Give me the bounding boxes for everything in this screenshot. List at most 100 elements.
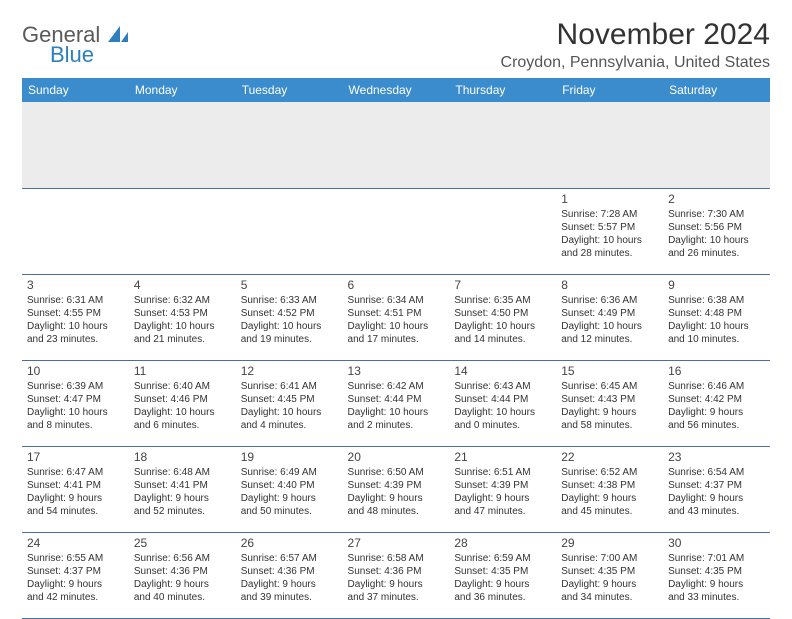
sunset-line: Sunset: 4:41 PM [134,479,231,492]
title-block: November 2024 Croydon, Pennsylvania, Uni… [501,18,770,72]
day-cell [236,188,343,274]
sunrise-line: Sunrise: 6:48 AM [134,466,231,479]
sunset-line: Sunset: 4:44 PM [348,393,445,406]
day-cell: 22Sunrise: 6:52 AMSunset: 4:38 PMDayligh… [556,446,663,532]
day-number: 15 [561,364,658,380]
sunset-line: Sunset: 4:35 PM [668,565,765,578]
day-number: 11 [134,364,231,380]
sunrise-line: Sunrise: 7:30 AM [668,208,765,221]
sunset-line: Sunset: 4:46 PM [134,393,231,406]
sunrise-line: Sunrise: 6:56 AM [134,552,231,565]
sunset-line: Sunset: 4:37 PM [27,565,124,578]
daylight-line-1: Daylight: 9 hours [668,578,765,591]
daylight-line-1: Daylight: 10 hours [348,320,445,333]
sunset-line: Sunset: 4:36 PM [241,565,338,578]
day-number: 25 [134,536,231,552]
sunset-line: Sunset: 5:56 PM [668,221,765,234]
sunset-line: Sunset: 4:45 PM [241,393,338,406]
day-number: 1 [561,192,658,208]
day-number: 13 [348,364,445,380]
sunrise-line: Sunrise: 6:54 AM [668,466,765,479]
daylight-line-1: Daylight: 9 hours [454,578,551,591]
sunset-line: Sunset: 4:47 PM [27,393,124,406]
day-cell: 9Sunrise: 6:38 AMSunset: 4:48 PMDaylight… [663,274,770,360]
sunrise-line: Sunrise: 6:36 AM [561,294,658,307]
day-cell: 4Sunrise: 6:32 AMSunset: 4:53 PMDaylight… [129,274,236,360]
daylight-line-2: and 6 minutes. [134,419,231,432]
day-cell: 13Sunrise: 6:42 AMSunset: 4:44 PMDayligh… [343,360,450,446]
daylight-line-2: and 19 minutes. [241,333,338,346]
day-number: 17 [27,450,124,466]
day-number: 3 [27,278,124,294]
sunrise-line: Sunrise: 6:55 AM [27,552,124,565]
day-cell: 17Sunrise: 6:47 AMSunset: 4:41 PMDayligh… [22,446,129,532]
sunrise-line: Sunrise: 6:46 AM [668,380,765,393]
daylight-line-2: and 39 minutes. [241,591,338,604]
sunset-line: Sunset: 4:36 PM [134,565,231,578]
day-header: Friday [556,78,663,102]
sunset-line: Sunset: 4:42 PM [668,393,765,406]
day-cell [449,188,556,274]
day-cell: 16Sunrise: 6:46 AMSunset: 4:42 PMDayligh… [663,360,770,446]
sunrise-line: Sunrise: 6:49 AM [241,466,338,479]
day-cell: 3Sunrise: 6:31 AMSunset: 4:55 PMDaylight… [22,274,129,360]
sunrise-line: Sunrise: 6:52 AM [561,466,658,479]
daylight-line-1: Daylight: 9 hours [241,492,338,505]
daylight-line-1: Daylight: 10 hours [668,320,765,333]
week-row: 24Sunrise: 6:55 AMSunset: 4:37 PMDayligh… [22,532,770,618]
sunset-line: Sunset: 4:50 PM [454,307,551,320]
sunrise-line: Sunrise: 6:45 AM [561,380,658,393]
daylight-line-1: Daylight: 9 hours [27,492,124,505]
day-cell: 2Sunrise: 7:30 AMSunset: 5:56 PMDaylight… [663,188,770,274]
day-number: 26 [241,536,338,552]
sunrise-line: Sunrise: 6:39 AM [27,380,124,393]
calendar-body: 1Sunrise: 7:28 AMSunset: 5:57 PM Daylight… [22,102,770,618]
sunset-line: Sunset: 4:39 PM [348,479,445,492]
day-cell: 30Sunrise: 7:01 AMSunset: 4:35 PMDayligh… [663,532,770,618]
sunrise-line: Sunrise: 6:50 AM [348,466,445,479]
sunrise-line: Sunrise: 7:28 AM [561,208,658,221]
day-number: 6 [348,278,445,294]
location: Croydon, Pennsylvania, United States [501,54,770,72]
week-row: 17Sunrise: 6:47 AMSunset: 4:41 PMDayligh… [22,446,770,532]
day-cell: 27Sunrise: 6:58 AMSunset: 4:36 PMDayligh… [343,532,450,618]
calendar-table: SundayMondayTuesdayWednesdayThursdayFrid… [22,78,770,619]
daylight-line-2: and 58 minutes. [561,419,658,432]
daylight-line-2: and 33 minutes. [668,591,765,604]
sunrise-line: Sunrise: 6:51 AM [454,466,551,479]
daylight-line-1: Daylight: 10 hours [134,320,231,333]
day-cell [129,188,236,274]
day-number: 14 [454,364,551,380]
sunset-line: Sunset: 4:40 PM [241,479,338,492]
sunset-line: Sunset: 5:57 PM [561,221,658,234]
day-number: 22 [561,450,658,466]
daylight-line-1: Daylight: 9 hours [561,492,658,505]
day-number: 18 [134,450,231,466]
daylight-line-2: and 21 minutes. [134,333,231,346]
daylight-line-2: and 36 minutes. [454,591,551,604]
day-number: 21 [454,450,551,466]
sunrise-line: Sunrise: 6:59 AM [454,552,551,565]
daylight-line-1: Daylight: 9 hours [134,492,231,505]
week-row: 1Sunrise: 7:28 AMSunset: 5:57 PMDaylight… [22,188,770,274]
day-number: 10 [27,364,124,380]
week-row: 3Sunrise: 6:31 AMSunset: 4:55 PMDaylight… [22,274,770,360]
sunset-line: Sunset: 4:55 PM [27,307,124,320]
daylight-line-2: and 48 minutes. [348,505,445,518]
daylight-line-1: Daylight: 10 hours [348,406,445,419]
sunrise-line: Sunrise: 6:42 AM [348,380,445,393]
day-cell: 8Sunrise: 6:36 AMSunset: 4:49 PMDaylight… [556,274,663,360]
day-cell: 21Sunrise: 6:51 AMSunset: 4:39 PMDayligh… [449,446,556,532]
daylight-line-2: and 12 minutes. [561,333,658,346]
day-cell: 15Sunrise: 6:45 AMSunset: 4:43 PMDayligh… [556,360,663,446]
day-cell: 29Sunrise: 7:00 AMSunset: 4:35 PMDayligh… [556,532,663,618]
day-cell [22,188,129,274]
day-number: 9 [668,278,765,294]
spacer-row [22,102,770,188]
day-number: 4 [134,278,231,294]
day-cell: 25Sunrise: 6:56 AMSunset: 4:36 PMDayligh… [129,532,236,618]
sunset-line: Sunset: 4:52 PM [241,307,338,320]
logo-word2: Blue [50,44,128,66]
daylight-line-2: and 42 minutes. [27,591,124,604]
day-cell [343,188,450,274]
